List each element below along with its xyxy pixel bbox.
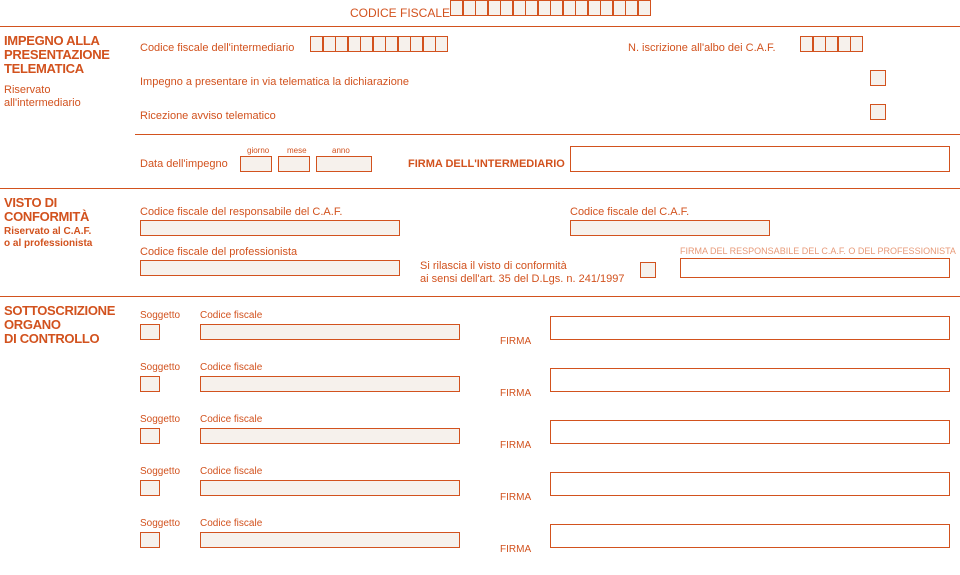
firma-resp-field[interactable] [680, 258, 950, 278]
visto-title-l1: VISTO DI [4, 196, 89, 210]
rilascio-l2: ai sensi dell'art. 35 del D.Lgs. n. 241/… [420, 273, 625, 286]
soggetto-box[interactable] [140, 324, 160, 340]
soggetto-label: Soggetto [140, 518, 180, 529]
cf-field[interactable] [200, 428, 460, 444]
cf-field[interactable] [200, 532, 460, 548]
cf-caf-field[interactable] [570, 220, 770, 236]
firma-intermediario-field[interactable] [570, 146, 950, 172]
impegno-dich-label: Impegno a presentare in via telematica l… [140, 76, 409, 88]
firma-field[interactable] [550, 524, 950, 548]
visto-sub-l1: Riservato al C.A.F. [4, 226, 92, 238]
sotto-title-l3: DI CONTROLLO [4, 332, 115, 346]
firma-intermediario-label: FIRMA DELL'INTERMEDIARIO [408, 158, 565, 170]
soggetto-box[interactable] [140, 428, 160, 444]
impegno-title-l3: TELEMATICA [4, 62, 110, 76]
mese-label: mese [287, 146, 307, 155]
firma-field[interactable] [550, 368, 950, 392]
cf-label: Codice fiscale [200, 310, 262, 321]
header-codice-fiscale-cells[interactable] [450, 0, 651, 16]
firma-label: FIRMA [500, 492, 531, 503]
firma-label: FIRMA [500, 388, 531, 399]
impegno-sub-l1: Riservato [4, 84, 81, 97]
firma-label: FIRMA [500, 336, 531, 347]
rilascio-l1: Si rilascia il visto di conformità [420, 260, 625, 273]
firma-label: FIRMA [500, 544, 531, 555]
cf-intermediario-label: Codice fiscale dell'intermediario [140, 42, 294, 54]
rilascio-text: Si rilascia il visto di conformità ai se… [420, 260, 625, 286]
impegno-title-l1: IMPEGNO ALLA [4, 34, 110, 48]
soggetto-box[interactable] [140, 480, 160, 496]
header-codice-fiscale-label: CODICE FISCALE [350, 6, 450, 20]
separator-2 [135, 134, 960, 135]
visto-title-l2: CONFORMITÀ [4, 210, 89, 224]
soggetto-box[interactable] [140, 376, 160, 392]
n-iscrizione-cells[interactable] [800, 36, 863, 52]
impegno-sub: Riservato all'intermediario [4, 84, 81, 110]
firma-resp-label: FIRMA DEL RESPONSABILE DEL C.A.F. O DEL … [680, 246, 956, 256]
separator-3 [0, 188, 960, 189]
giorno-label: giorno [247, 146, 269, 155]
data-impegno-label: Data dell'impegno [140, 158, 228, 170]
cf-field[interactable] [200, 376, 460, 392]
sottoscrizione-row: Soggetto Codice fiscale FIRMA [140, 460, 960, 512]
soggetto-label: Soggetto [140, 466, 180, 477]
ricezione-label: Ricezione avviso telematico [140, 110, 276, 122]
cf-field[interactable] [200, 324, 460, 340]
sotto-title-l2: ORGANO [4, 318, 115, 332]
separator-1 [0, 26, 960, 27]
sottoscrizione-row: Soggetto Codice fiscale FIRMA [140, 356, 960, 408]
cf-intermediario-cells[interactable] [310, 36, 448, 52]
firma-field[interactable] [550, 420, 950, 444]
firma-field[interactable] [550, 316, 950, 340]
sottoscrizione-row: Soggetto Codice fiscale FIRMA [140, 512, 960, 564]
visto-title: VISTO DI CONFORMITÀ [4, 196, 89, 224]
sottoscrizione-rows: Soggetto Codice fiscale FIRMA Soggetto Codic… [140, 304, 960, 564]
sottoscrizione-row: Soggetto Codice fiscale FIRMA [140, 304, 960, 356]
date-boxes[interactable] [240, 156, 372, 172]
separator-4 [0, 296, 960, 297]
cf-prof-field[interactable] [140, 260, 400, 276]
sottoscrizione-row: Soggetto Codice fiscale FIRMA [140, 408, 960, 460]
ricezione-box[interactable] [870, 104, 886, 120]
sottoscrizione-title: SOTTOSCRIZIONE ORGANO DI CONTROLLO [4, 304, 115, 346]
impegno-dich-box[interactable] [870, 70, 886, 86]
anno-label: anno [332, 146, 350, 155]
soggetto-label: Soggetto [140, 414, 180, 425]
firma-field[interactable] [550, 472, 950, 496]
cf-label: Codice fiscale [200, 518, 262, 529]
n-iscrizione-label: N. iscrizione all'albo dei C.A.F. [628, 42, 776, 54]
cf-label: Codice fiscale [200, 414, 262, 425]
soggetto-box[interactable] [140, 532, 160, 548]
soggetto-label: Soggetto [140, 362, 180, 373]
cf-responsabile-field[interactable] [140, 220, 400, 236]
cf-caf-label: Codice fiscale del C.A.F. [570, 206, 689, 218]
form-page: CODICE FISCALE IMPEGNO ALLA PRESENTAZION… [0, 0, 960, 575]
cf-label: Codice fiscale [200, 362, 262, 373]
soggetto-label: Soggetto [140, 310, 180, 321]
cf-label: Codice fiscale [200, 466, 262, 477]
cf-responsabile-label: Codice fiscale del responsabile del C.A.… [140, 206, 342, 218]
impegno-title: IMPEGNO ALLA PRESENTAZIONE TELEMATICA [4, 34, 110, 76]
visto-sub-l2: o al professionista [4, 238, 92, 250]
cf-prof-label: Codice fiscale del professionista [140, 246, 297, 258]
visto-sub: Riservato al C.A.F. o al professionista [4, 226, 92, 250]
impegno-sub-l2: all'intermediario [4, 97, 81, 110]
cf-field[interactable] [200, 480, 460, 496]
firma-label: FIRMA [500, 440, 531, 451]
impegno-title-l2: PRESENTAZIONE [4, 48, 110, 62]
sotto-title-l1: SOTTOSCRIZIONE [4, 304, 115, 318]
rilascio-box[interactable] [640, 262, 656, 278]
